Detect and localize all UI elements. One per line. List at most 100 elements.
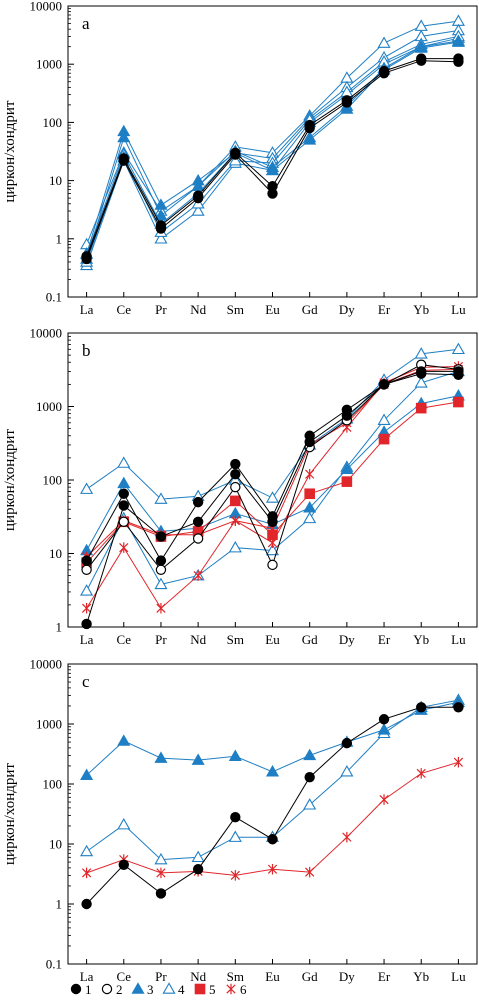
data-point xyxy=(81,898,92,910)
data-point xyxy=(230,495,241,507)
data-point xyxy=(154,751,168,763)
data-point xyxy=(230,515,240,526)
series-line xyxy=(86,366,459,609)
y-tick-label: 1000 xyxy=(36,717,62,732)
x-tick-label: Ce xyxy=(117,969,132,984)
data-point xyxy=(118,859,129,871)
data-point xyxy=(453,369,464,380)
data-point xyxy=(118,488,129,499)
legend-item-5: 5 xyxy=(194,982,216,997)
data-point xyxy=(193,570,203,581)
y-tick-label: 10 xyxy=(49,173,62,188)
series-line xyxy=(86,761,459,876)
panel-c: 0.1 1 10 100 1000 10000 La Ce Pr Nd Sm Eu Gd Dy Er Yb Lu… xyxy=(2,657,478,984)
y-tick-label: 1000 xyxy=(36,399,62,414)
data-point xyxy=(414,376,428,388)
series-group-4 xyxy=(80,342,465,504)
legend-marker xyxy=(162,982,176,994)
data-point xyxy=(265,160,280,172)
data-point xyxy=(303,130,317,143)
data-point xyxy=(340,462,354,475)
data-point xyxy=(416,768,426,779)
data-point xyxy=(453,396,464,408)
series-line xyxy=(86,20,459,245)
data-point xyxy=(265,543,280,556)
x-tick-label: Eu xyxy=(265,632,280,647)
data-point xyxy=(156,602,166,614)
data-point xyxy=(305,468,315,480)
legend-marker xyxy=(194,983,206,995)
panel-letter: a xyxy=(82,14,90,33)
data-point xyxy=(451,34,465,46)
x-tick-label: Er xyxy=(378,632,391,647)
legend-item-6: 6 xyxy=(226,982,247,997)
data-point xyxy=(415,402,427,414)
data-point xyxy=(154,208,168,221)
data-point xyxy=(453,53,464,64)
legend: 1 2 3 4 5 6 xyxy=(70,982,247,997)
series-group-1 xyxy=(81,368,464,630)
y-tick-label: 1 xyxy=(56,231,63,246)
y-tick-label: 10000 xyxy=(30,0,63,14)
data-point xyxy=(267,834,278,845)
data-point xyxy=(267,559,278,571)
series-line xyxy=(86,706,459,905)
data-point xyxy=(117,456,131,468)
y-tick-label: 10 xyxy=(49,837,62,852)
data-point xyxy=(80,482,94,494)
data-point xyxy=(117,734,131,746)
series-group-4 xyxy=(80,14,465,250)
data-point xyxy=(81,867,92,879)
data-point xyxy=(267,863,278,875)
data-point xyxy=(191,850,205,863)
y-tick-label: 1 xyxy=(56,897,63,912)
x-tick-label: Gd xyxy=(302,302,318,317)
data-point xyxy=(155,888,167,899)
panel-b: 1 10 100 1000 10000 La Ce Pr Nd Sm Eu Gd Dy Er Yb Lu цир… xyxy=(2,326,478,647)
x-tick-label: Nd xyxy=(190,632,206,647)
data-point xyxy=(414,39,428,52)
panel-letter: b xyxy=(82,341,91,360)
x-tick-label: Nd xyxy=(190,302,206,317)
legend-label: 6 xyxy=(240,982,247,997)
data-point xyxy=(303,748,317,761)
data-point xyxy=(230,870,240,881)
legend-item-3: 3 xyxy=(131,982,154,997)
data-point xyxy=(80,768,94,780)
data-point xyxy=(378,714,390,725)
data-point xyxy=(303,500,317,513)
data-point xyxy=(340,765,354,777)
data-point xyxy=(303,511,317,524)
data-point xyxy=(228,153,242,166)
data-point xyxy=(80,844,94,857)
data-point xyxy=(304,436,315,448)
data-point xyxy=(192,496,204,508)
y-tick-label: 1 xyxy=(56,620,63,635)
series-line xyxy=(86,30,459,255)
data-point xyxy=(265,491,280,503)
x-tick-label: Yb xyxy=(413,632,429,647)
data-point xyxy=(378,379,390,390)
y-tick-label: 10000 xyxy=(30,326,63,341)
data-point xyxy=(230,147,241,159)
data-point xyxy=(230,811,241,823)
x-tick-label: Yb xyxy=(413,969,429,984)
data-point xyxy=(155,531,167,542)
data-point xyxy=(192,533,204,544)
series-group-1 xyxy=(81,53,464,262)
data-point xyxy=(117,130,131,143)
x-tick-label: Er xyxy=(378,969,391,984)
data-point xyxy=(155,564,167,576)
data-point xyxy=(378,433,390,445)
y-tick-label: 1000 xyxy=(36,57,62,72)
legend-marker xyxy=(101,983,113,995)
data-point xyxy=(81,251,92,262)
data-point xyxy=(304,771,315,783)
y-tick-label: 0.1 xyxy=(46,957,62,972)
data-point xyxy=(267,529,278,541)
x-tick-label: Pr xyxy=(155,302,167,317)
data-point xyxy=(117,817,131,830)
data-point xyxy=(453,702,464,713)
x-tick-label: Gd xyxy=(302,632,318,647)
data-point xyxy=(191,204,205,216)
